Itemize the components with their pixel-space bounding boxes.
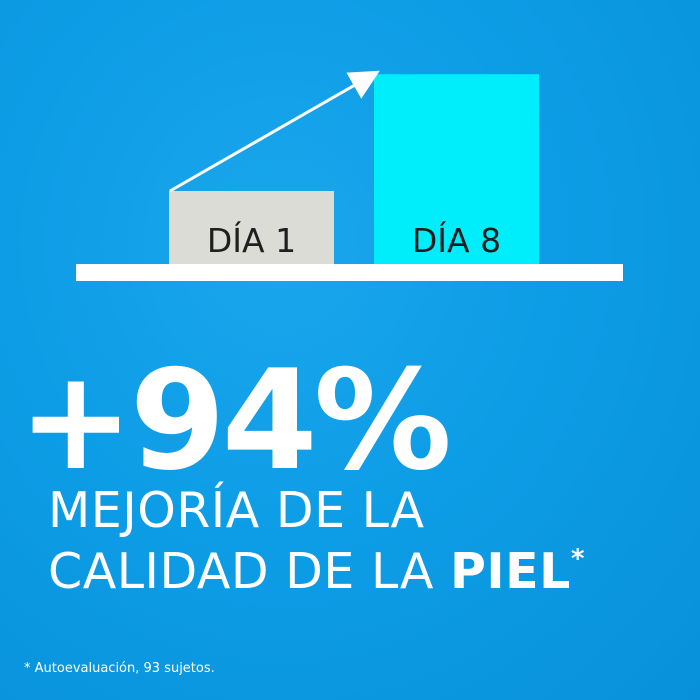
bar-label-1: DÍA 1 [207,220,296,260]
bar-chart: DÍA 1 DÍA 8 [76,70,623,281]
chart-baseline [76,264,623,281]
bar-1 [169,191,334,264]
bars-layer [169,74,539,264]
headline-emphasis-piel: PIEL [449,543,571,600]
headline-line-2: CALIDAD DE LA PIEL* [48,543,585,596]
growth-arrow [169,70,380,193]
headline-line-2-text: CALIDAD DE LA [48,543,450,600]
labels-layer: DÍA 1 DÍA 8 [207,220,501,260]
footnote-marker: * [570,543,585,574]
bar-label-2: DÍA 8 [412,220,501,260]
footnote: * Autoevaluación, 93 sujetos. [24,661,215,676]
bar-2 [374,74,539,264]
improvement-percentage: +94% [18,340,452,501]
headline-line-1: MEJORÍA DE LA [48,482,425,539]
